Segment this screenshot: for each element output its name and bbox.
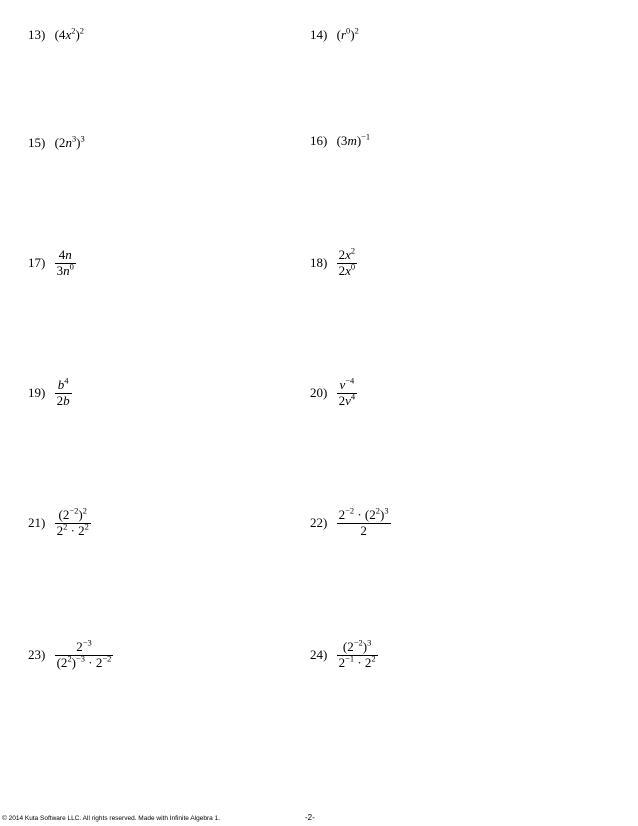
problem-expression: (r0)2 [337, 27, 359, 43]
problem-number: 21) [28, 515, 45, 531]
problem-number: 17) [28, 255, 45, 271]
fraction-denominator: 2x0 [337, 264, 358, 279]
problem-20: 20) v−4 2v4 [310, 378, 357, 409]
fraction-denominator: 22 · 22 [55, 524, 91, 539]
problem-23: 23) 2−3 (22)−3 · 2−2 [28, 640, 113, 671]
fraction-denominator: 2−1 · 22 [337, 656, 378, 671]
problem-expression: (2n3)3 [55, 135, 85, 151]
problem-fraction: v−4 2v4 [337, 378, 358, 409]
problem-fraction: (2−2)2 22 · 22 [55, 508, 91, 539]
problem-number: 13) [28, 27, 45, 43]
problem-number: 16) [310, 133, 327, 149]
problem-expression: (3m)−1 [337, 133, 371, 149]
problem-15: 15) (2n3)3 [28, 134, 85, 151]
problem-13: 13) (4x2)2 [28, 26, 84, 43]
worksheet-page: 13) (4x2)2 14) (r0)2 15) (2n3)3 16) (3m)… [0, 0, 638, 826]
problem-21: 21) (2−2)2 22 · 22 [28, 508, 91, 539]
problem-16: 16) (3m)−1 [310, 132, 370, 149]
footer-page-number: -2- [305, 813, 315, 822]
problem-17: 17) 4n 3n0 [28, 248, 76, 279]
fraction-denominator: 3n0 [55, 264, 76, 279]
problem-fraction: (2−2)3 2−1 · 22 [337, 640, 378, 671]
problem-number: 14) [310, 27, 327, 43]
problem-number: 20) [310, 385, 327, 401]
problem-14: 14) (r0)2 [310, 26, 359, 43]
fraction-denominator: 2b [55, 394, 72, 409]
problem-fraction: b4 2b [55, 378, 72, 409]
problem-18: 18) 2x2 2x0 [310, 248, 357, 279]
fraction-denominator: 2v4 [337, 394, 358, 409]
problem-fraction: 2x2 2x0 [337, 248, 358, 279]
problem-number: 22) [310, 515, 327, 531]
problem-number: 24) [310, 647, 327, 663]
fraction-denominator: 2 [337, 524, 391, 539]
problem-number: 15) [28, 135, 45, 151]
problem-fraction: 2−3 (22)−3 · 2−2 [55, 640, 114, 671]
footer-copyright: © 2014 Kuta Software LLC. All rights res… [2, 815, 220, 822]
problem-fraction: 2−2 · (22)3 2 [337, 508, 391, 539]
problem-number: 23) [28, 647, 45, 663]
problem-fraction: 4n 3n0 [55, 248, 76, 279]
problem-19: 19) b4 2b [28, 378, 72, 409]
problem-22: 22) 2−2 · (22)3 2 [310, 508, 391, 539]
fraction-numerator: b4 [55, 378, 72, 394]
problem-expression: (4x2)2 [55, 27, 84, 43]
fraction-numerator: 2−2 · (22)3 [337, 508, 391, 524]
problem-24: 24) (2−2)3 2−1 · 22 [310, 640, 378, 671]
problem-number: 18) [310, 255, 327, 271]
problem-number: 19) [28, 385, 45, 401]
fraction-denominator: (22)−3 · 2−2 [55, 656, 114, 671]
